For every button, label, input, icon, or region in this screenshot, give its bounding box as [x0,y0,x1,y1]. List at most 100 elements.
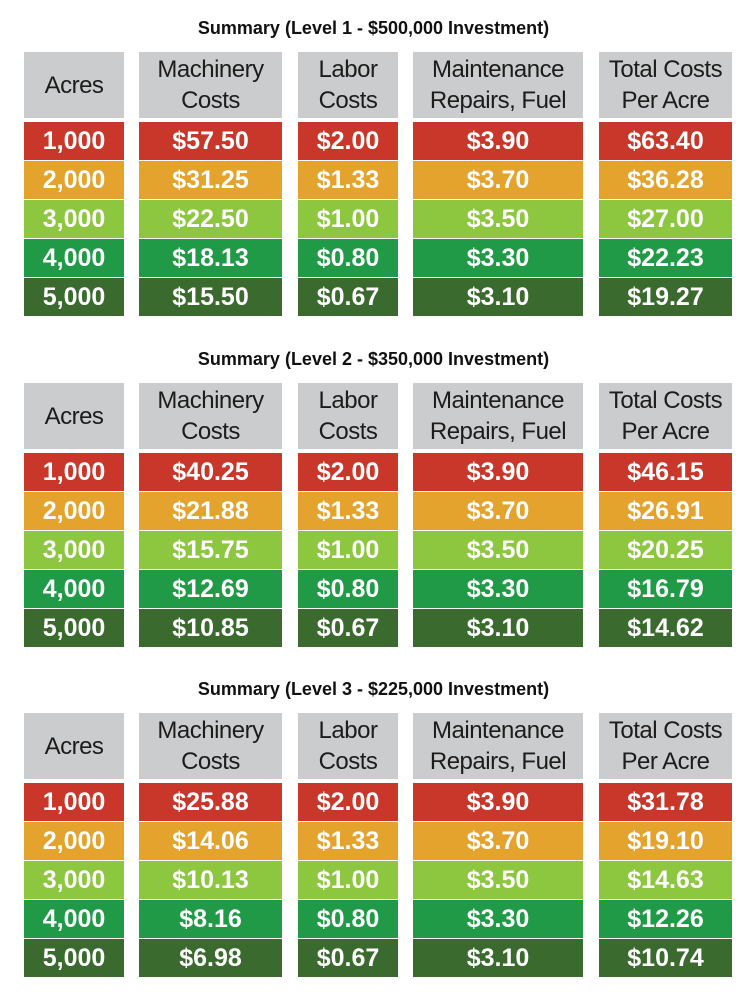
header-line: Labor [318,717,378,744]
header-total-costs-per-acre: Total Costs Per Acre [599,713,732,779]
table-row: 5,000 $6.98 $0.67 $3.10 $10.74 [0,939,747,977]
cell-acres: 2,000 [24,161,124,199]
cell-maintenance-repairs-fuel: $3.50 [413,200,583,238]
header-text: Labor Costs [319,54,378,116]
cell-labor-costs: $2.00 [298,783,398,821]
cell-total-costs-per-acre: $31.78 [599,783,732,821]
header-labor-costs: Labor Costs [298,383,398,449]
cell-total-costs-per-acre: $19.27 [599,278,732,316]
cell-machinery-costs: $40.25 [139,453,282,491]
table-row: 3,000 $22.50 $1.00 $3.50 $27.00 [0,200,747,238]
cell-machinery-costs: $25.88 [139,783,282,821]
header-line: Total Costs [608,56,723,83]
cell-labor-costs: $0.67 [298,278,398,316]
cell-total-costs-per-acre: $14.63 [599,861,732,899]
cell-acres: 5,000 [24,609,124,647]
header-line: Costs [318,87,378,114]
cell-maintenance-repairs-fuel: $3.70 [413,492,583,530]
cell-total-costs-per-acre: $14.62 [599,609,732,647]
header-machinery-costs: Machinery Costs [139,713,282,779]
table-row: 2,000 $31.25 $1.33 $3.70 $36.28 [0,161,747,199]
header-line: Maintenance [432,56,564,83]
header-text: Labor Costs [319,715,378,777]
cell-labor-costs: $1.33 [298,492,398,530]
header-text: Maintenance Repairs, Fuel [429,54,567,116]
cell-maintenance-repairs-fuel: $3.70 [413,822,583,860]
header-line: Per Acre [621,418,710,445]
cell-total-costs-per-acre: $63.40 [599,122,732,160]
header-total-costs-per-acre: Total Costs Per Acre [599,383,732,449]
header-maintenance-repairs-fuel: Maintenance Repairs, Fuel [413,713,583,779]
cell-machinery-costs: $31.25 [139,161,282,199]
table-row: 4,000 $8.16 $0.80 $3.30 $12.26 [0,900,747,938]
cell-total-costs-per-acre: $10.74 [599,939,732,977]
header-row: Acres Machinery Costs Labor Costs Maintenance… [0,52,747,118]
header-text: Acres [45,731,104,762]
header-text: Machinery Costs [157,715,264,777]
header-line: Labor [318,387,378,414]
header-line: Maintenance [432,387,564,414]
header-machinery-costs: Machinery Costs [139,52,282,118]
header-line: Repairs, Fuel [429,87,567,114]
cell-maintenance-repairs-fuel: $3.30 [413,239,583,277]
cell-machinery-costs: $14.06 [139,822,282,860]
header-line: Costs [318,748,378,775]
cell-total-costs-per-acre: $36.28 [599,161,732,199]
header-text: Acres [45,401,104,432]
cell-total-costs-per-acre: $19.10 [599,822,732,860]
cell-maintenance-repairs-fuel: $3.90 [413,453,583,491]
header-line: Per Acre [621,87,710,114]
header-line: Acres [44,71,104,99]
summary-level-1: Summary (Level 1 - $500,000 Investment) A… [0,4,747,317]
summary-table: Acres Machinery Costs Labor Costs Maintenance… [0,383,747,647]
cell-labor-costs: $2.00 [298,122,398,160]
cell-total-costs-per-acre: $12.26 [599,900,732,938]
header-line: Costs [181,87,240,114]
cell-labor-costs: $2.00 [298,453,398,491]
table-row: 2,000 $21.88 $1.33 $3.70 $26.91 [0,492,747,530]
table-title: Summary (Level 3 - $225,000 Investment) [197,679,550,699]
cell-machinery-costs: $6.98 [139,939,282,977]
cell-machinery-costs: $12.69 [139,570,282,608]
header-line: Repairs, Fuel [429,748,567,775]
header-machinery-costs: Machinery Costs [139,383,282,449]
header-text: Maintenance Repairs, Fuel [430,385,567,447]
header-line: Machinery [157,717,264,744]
cell-machinery-costs: $22.50 [139,200,282,238]
header-acres: Acres [24,383,124,449]
cell-maintenance-repairs-fuel: $3.90 [413,783,583,821]
table-row: 1,000 $57.50 $2.00 $3.90 $63.40 [0,122,747,160]
cell-total-costs-per-acre: $16.79 [599,570,732,608]
cell-machinery-costs: $57.50 [139,122,282,160]
header-text: Total Costs Per Acre [609,385,723,447]
cell-acres: 2,000 [24,492,124,530]
cell-labor-costs: $0.67 [298,609,398,647]
header-text: Machinery Costs [157,385,264,447]
cell-acres: 3,000 [24,861,124,899]
cell-acres: 4,000 [24,239,124,277]
header-text: Maintenance Repairs, Fuel [429,715,567,777]
cell-maintenance-repairs-fuel: $3.30 [413,900,583,938]
cell-total-costs-per-acre: $22.23 [599,239,732,277]
header-line: Total Costs [608,717,723,744]
header-line: Costs [181,418,240,445]
summary-level-2: Summary (Level 2 - $350,000 Investment) A… [0,335,747,648]
cell-labor-costs: $1.00 [298,531,398,569]
table-title: Summary (Level 2 - $350,000 Investment) [197,349,550,369]
summary-level-3: Summary (Level 3 - $225,000 Investment) A… [0,665,747,978]
cell-acres: 2,000 [24,822,124,860]
header-maintenance-repairs-fuel: Maintenance Repairs, Fuel [413,52,583,118]
header-line: Machinery [157,387,264,414]
cell-machinery-costs: $10.13 [139,861,282,899]
header-row: Acres Machinery Costs Labor Costs Maintenance… [0,713,747,779]
cell-maintenance-repairs-fuel: $3.90 [413,122,583,160]
cell-total-costs-per-acre: $20.25 [599,531,732,569]
cell-acres: 1,000 [24,122,124,160]
cell-machinery-costs: $8.16 [139,900,282,938]
cell-labor-costs: $0.80 [298,900,398,938]
table-row: 4,000 $12.69 $0.80 $3.30 $16.79 [0,570,747,608]
cell-machinery-costs: $10.85 [139,609,282,647]
cell-machinery-costs: $18.13 [139,239,282,277]
cell-maintenance-repairs-fuel: $3.10 [413,609,583,647]
